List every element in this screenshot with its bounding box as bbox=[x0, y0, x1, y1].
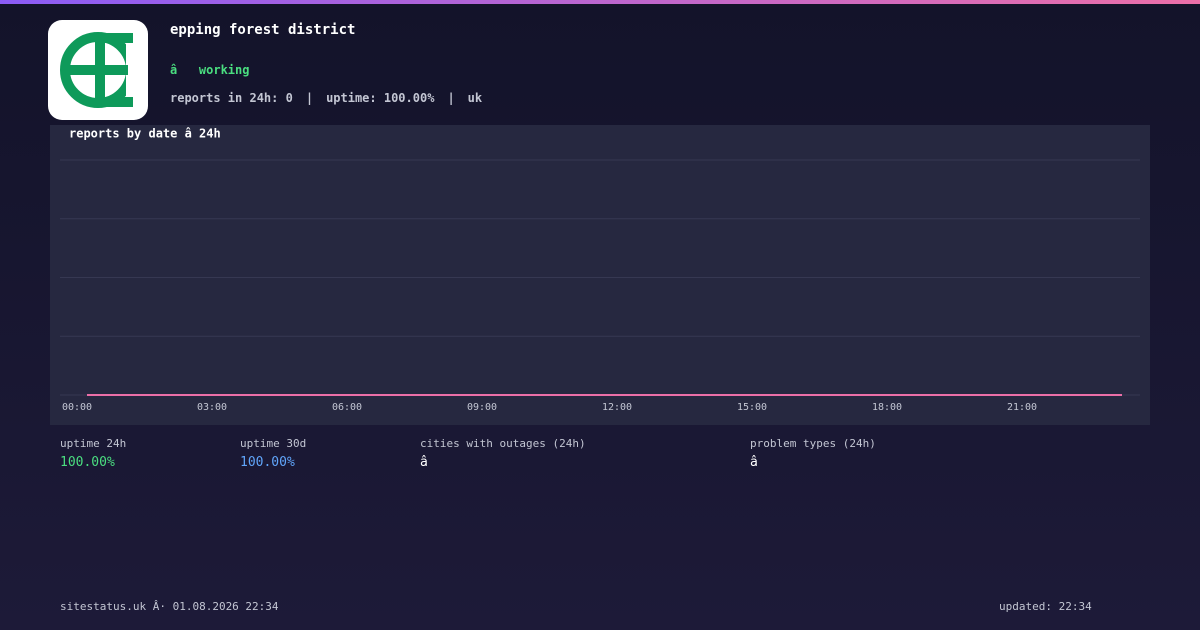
status: â working bbox=[170, 63, 250, 77]
summary-label: uptime 24h bbox=[60, 437, 127, 450]
footer-updated: updated: 22:34 bbox=[999, 600, 1092, 613]
x-tick-label: 15:00 bbox=[737, 402, 767, 413]
x-tick-label: 03:00 bbox=[197, 402, 227, 413]
separator: | bbox=[447, 91, 455, 105]
summary-value: â bbox=[420, 455, 428, 470]
logo-mark bbox=[60, 32, 140, 108]
chart-title: reports by date â 24h bbox=[69, 127, 221, 141]
site-title: epping forest district bbox=[170, 22, 356, 38]
chart: reports by date â 24h 00:00 03:00 06:00 09:… bbox=[60, 127, 1140, 413]
stat: reports in 24h: 0 bbox=[170, 91, 293, 105]
footer-source: sitestatus.uk Â· 01.08.2026 22:34 bbox=[60, 600, 279, 613]
x-tick-label: 12:00 bbox=[602, 402, 632, 413]
stats: reports in 24h: 0 | uptime: 100.00% | uk bbox=[170, 91, 482, 105]
chart-panel: reports by date â 24h 00:00 03:00 06:00 09:… bbox=[50, 125, 1150, 425]
summary-label: cities with outages (24h) bbox=[420, 437, 586, 450]
summary-value: â bbox=[750, 455, 758, 470]
summary-label: problem types (24h) bbox=[750, 437, 876, 450]
x-tick-label: 06:00 bbox=[332, 402, 362, 413]
x-tick-label: 00:00 bbox=[62, 402, 92, 413]
x-tick-label: 18:00 bbox=[872, 402, 902, 413]
logo bbox=[48, 20, 148, 120]
x-tick-label: 21:00 bbox=[1007, 402, 1037, 413]
summary-value: 100.00% bbox=[60, 455, 115, 470]
stat: uptime: 100.00% bbox=[326, 91, 435, 105]
separator: | bbox=[305, 91, 314, 105]
summary-label: uptime 30d bbox=[240, 437, 307, 450]
accent-bar bbox=[0, 0, 1200, 4]
stat: uk bbox=[467, 91, 483, 105]
x-tick-label: 09:00 bbox=[467, 402, 497, 413]
summary-value: 100.00% bbox=[240, 455, 295, 470]
